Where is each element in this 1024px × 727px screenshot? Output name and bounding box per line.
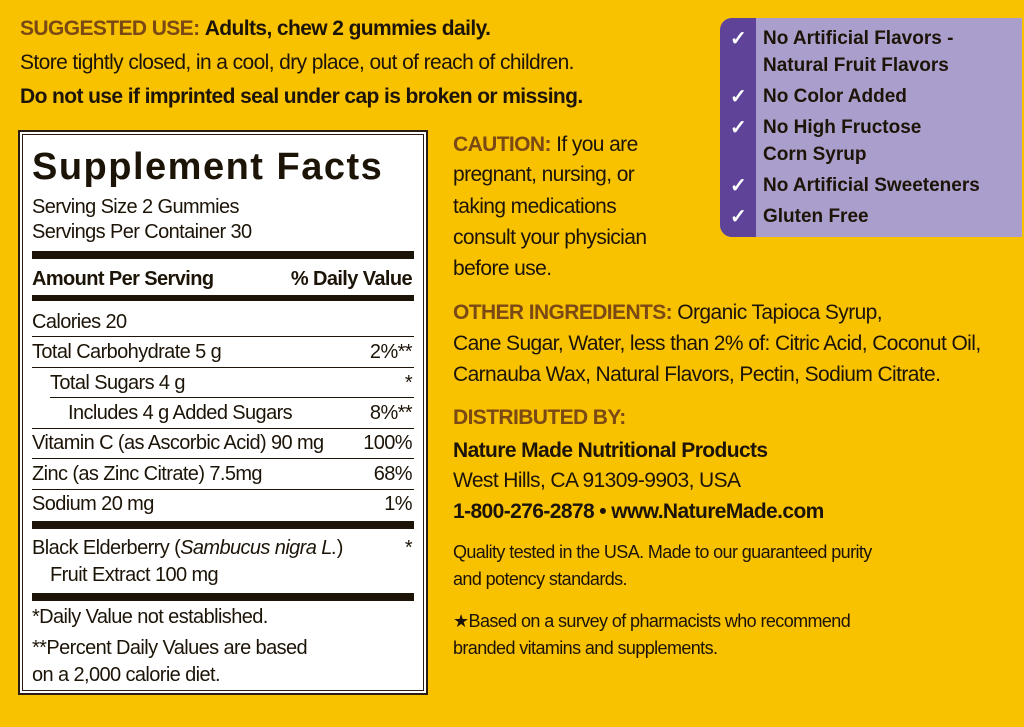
supplement-facts-panel: Supplement Facts Serving Size 2 Gummies … — [18, 130, 428, 695]
survey-line: ★Based on a survey of pharmacists who re… — [453, 611, 851, 631]
row-elderberry: Black Elderberry (Sambucus nigra L.) — [32, 537, 343, 560]
distributed-by-heading: DISTRIBUTED BY: — [453, 406, 626, 429]
elderberry-latin: Sambucus nigra L. — [180, 537, 337, 559]
row-divider — [32, 458, 414, 459]
footnote-dv: *Daily Value not established. — [32, 606, 268, 628]
row-sodium-dv: 1% — [384, 493, 412, 515]
row-zinc-dv: 68% — [373, 463, 413, 485]
row-elderberry-extract: Fruit Extract 100 mg — [50, 564, 219, 586]
elderberry-name: Black Elderberry ( — [32, 537, 181, 559]
suggested-use-heading: SUGGESTED USE: — [20, 17, 200, 40]
divider-thick — [32, 521, 414, 529]
check-icon: ✓ — [730, 117, 747, 139]
row-elderberry-dv: * — [404, 537, 413, 559]
servings-per-container: Servings Per Container 30 — [32, 221, 252, 243]
suggested-use-text: Adults, chew 2 gummies daily. — [204, 17, 491, 40]
check-icon: ✓ — [730, 206, 747, 228]
row-divider — [50, 397, 414, 398]
row-vitamin-c: Vitamin C (as Ascorbic Acid) 90 mg — [32, 432, 324, 454]
row-calories: Calories 20 — [32, 311, 127, 333]
company-name: Nature Made Nutritional Products — [453, 439, 768, 462]
other-ingredients: OTHER INGREDIENTS: Organic Tapioca Syrup… — [453, 298, 883, 328]
caution-line: taking medications — [453, 195, 617, 218]
caution-line: If you are — [556, 133, 638, 156]
elderberry-paren: ) — [336, 537, 344, 559]
header-daily-value: % Daily Value — [290, 268, 413, 290]
quality-line: Quality tested in the USA. Made to our g… — [453, 542, 872, 562]
quality-line: and potency standards. — [453, 569, 628, 589]
row-divider — [32, 489, 414, 490]
claim-no-sweeteners: No Artificial Sweeteners — [763, 175, 980, 196]
storage-text: Store tightly closed, in a cool, dry pla… — [20, 51, 575, 74]
divider-thick — [32, 251, 414, 259]
ingredients-line: Organic Tapioca Syrup, — [677, 301, 882, 324]
ingredients-line: Cane Sugar, Water, less than 2% of: Citr… — [453, 332, 981, 355]
row-total-carbohydrate: Total Carbohydrate 5 g — [32, 341, 222, 363]
footnote-percent: **Percent Daily Values are based — [32, 637, 308, 659]
row-added-sugars: Includes 4 g Added Sugars — [68, 402, 293, 424]
check-icon: ✓ — [730, 28, 747, 50]
row-divider — [32, 367, 414, 368]
survey-line: branded vitamins and supplements. — [453, 638, 718, 658]
claims-panel: ✓ No Artificial Flavors - Natural Fruit F… — [720, 18, 1022, 237]
row-sodium: Sodium 20 mg — [32, 493, 154, 515]
row-total-sugars: Total Sugars 4 g — [50, 372, 186, 394]
claim-no-hfcs: No High Fructose Corn Syrup — [763, 117, 922, 165]
other-ingredients-heading: OTHER INGREDIENTS: — [453, 301, 673, 324]
claim-no-artificial-flavors: No Artificial Flavors - Natural Fruit Fla… — [763, 28, 954, 76]
seal-warning: Do not use if imprinted seal under cap i… — [20, 85, 583, 108]
claims-strip — [720, 18, 756, 237]
row-divider — [32, 336, 414, 337]
claim-gluten-free: Gluten Free — [763, 206, 869, 227]
caution-line: pregnant, nursing, or — [453, 163, 635, 186]
footnote-calorie: on a 2,000 calorie diet. — [32, 664, 221, 686]
check-icon: ✓ — [730, 175, 747, 197]
facts-title: Supplement Facts — [32, 146, 384, 188]
check-icon: ✓ — [730, 86, 747, 108]
row-divider — [32, 428, 414, 429]
row-vitamin-c-dv: 100% — [363, 432, 412, 454]
divider-thick — [32, 295, 414, 301]
company-address: West Hills, CA 91309-9903, USA — [453, 469, 741, 492]
ingredients-line: Carnauba Wax, Natural Flavors, Pectin, S… — [453, 363, 941, 386]
divider-thick — [32, 593, 414, 601]
caution-line: before use. — [453, 257, 552, 280]
row-total-carbohydrate-dv: 2%** — [369, 341, 413, 363]
caution-line: consult your physician — [453, 226, 647, 249]
claim-no-color: No Color Added — [763, 86, 907, 107]
row-added-sugars-dv: 8%** — [369, 402, 413, 424]
serving-size: Serving Size 2 Gummies — [32, 196, 239, 218]
header-amount: Amount Per Serving — [32, 268, 214, 290]
caution-heading: CAUTION: — [453, 133, 551, 156]
company-contact: 1-800-276-2878 • www.NatureMade.com — [453, 500, 824, 523]
row-zinc: Zinc (as Zinc Citrate) 7.5mg — [32, 463, 263, 485]
suggested-use: SUGGESTED USE: Adults, chew 2 gummies da… — [20, 14, 491, 44]
row-total-sugars-dv: * — [404, 372, 413, 394]
